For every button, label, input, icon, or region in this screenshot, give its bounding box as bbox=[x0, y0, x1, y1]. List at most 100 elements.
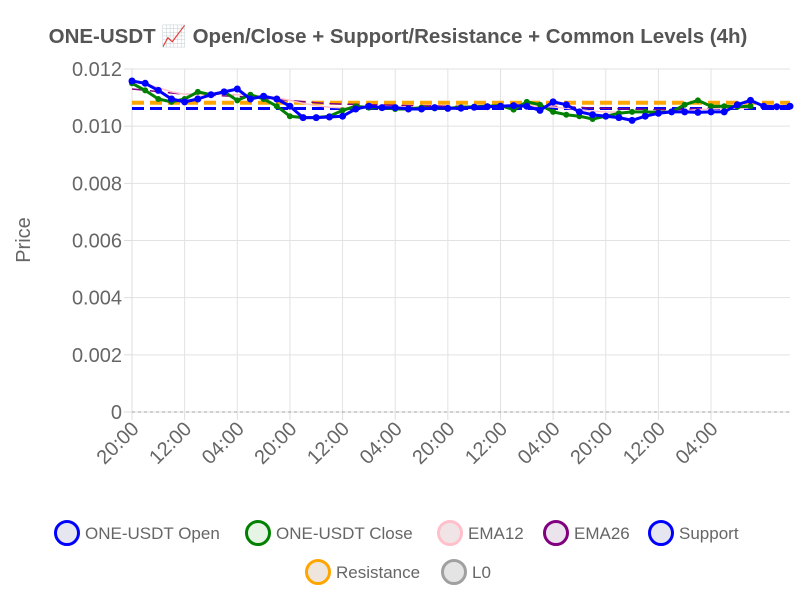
open-price-point bbox=[246, 95, 254, 103]
open-price-point bbox=[312, 114, 320, 122]
open-price-point bbox=[654, 109, 662, 117]
legend-label: L0 bbox=[472, 563, 491, 582]
y-tick-label: 0.002 bbox=[72, 345, 122, 367]
legend-swatch bbox=[305, 559, 331, 585]
ema26-line bbox=[131, 88, 751, 111]
close-price-point bbox=[563, 111, 570, 118]
open-price-point bbox=[339, 112, 347, 120]
close-price-point bbox=[681, 101, 688, 108]
open-price-point bbox=[260, 92, 268, 100]
legend-item[interactable]: ONE-USDT Open bbox=[54, 520, 220, 546]
close-price-point bbox=[142, 87, 149, 94]
open-price-point bbox=[181, 98, 189, 106]
y-tick-label: 0.006 bbox=[72, 231, 122, 253]
open-price-point bbox=[457, 104, 465, 112]
open-price-point bbox=[602, 112, 610, 120]
open-price-point bbox=[562, 101, 570, 109]
plot-area bbox=[128, 77, 794, 413]
open-price-point bbox=[418, 105, 425, 113]
open-price-point bbox=[773, 103, 781, 111]
open-price-point bbox=[641, 112, 649, 120]
legend: ONE-USDT Open ONE-USDT Close EMA12 EMA26 Sup… bbox=[54, 520, 739, 585]
close-price-point bbox=[537, 101, 543, 108]
legend-swatch bbox=[648, 520, 674, 546]
legend-item[interactable]: Resistance bbox=[305, 559, 421, 585]
open-price-point bbox=[628, 116, 636, 124]
legend-swatch bbox=[54, 520, 80, 546]
legend-item[interactable]: EMA26 bbox=[543, 520, 630, 546]
y-axis-ticks: 0 0.002 0.004 0.006 0.008 0.010 0.012 bbox=[72, 59, 132, 424]
legend-item[interactable]: EMA12 bbox=[437, 520, 524, 546]
legend-label: EMA12 bbox=[468, 524, 524, 543]
legend-label: Support bbox=[679, 524, 739, 543]
legend-item[interactable]: L0 bbox=[441, 559, 491, 585]
open-price-point bbox=[589, 111, 597, 119]
y-tick-label: 0.008 bbox=[72, 173, 122, 195]
open-price-point bbox=[404, 105, 412, 113]
close-price-point bbox=[721, 103, 728, 110]
close-price-point bbox=[629, 108, 636, 115]
y-tick-label: 0 bbox=[111, 402, 122, 424]
open-price-point bbox=[681, 108, 689, 116]
close-price-point bbox=[708, 103, 714, 110]
open-price-point bbox=[220, 88, 228, 96]
x-tick-label: 20:00 bbox=[93, 418, 144, 469]
open-price-point bbox=[286, 102, 294, 110]
x-tick-label: 04:00 bbox=[514, 418, 565, 469]
open-price-point bbox=[233, 85, 241, 93]
open-price-point bbox=[378, 104, 386, 112]
close-price-point bbox=[286, 113, 293, 120]
legend-swatch bbox=[245, 520, 271, 546]
x-tick-label: 20:00 bbox=[250, 418, 301, 469]
open-price-point bbox=[786, 102, 794, 110]
open-price-point bbox=[128, 77, 136, 85]
legend-item[interactable]: Support bbox=[648, 520, 739, 546]
close-price-point bbox=[234, 97, 241, 104]
legend-label: ONE-USDT Close bbox=[276, 524, 413, 543]
x-tick-label: 12:00 bbox=[619, 418, 670, 469]
open-price-point bbox=[483, 103, 491, 111]
open-price-point bbox=[207, 91, 215, 99]
open-price-point bbox=[707, 108, 715, 116]
close-price-point bbox=[273, 103, 280, 110]
x-tick-label: 12:00 bbox=[461, 418, 512, 469]
x-tick-label: 12:00 bbox=[303, 418, 354, 469]
open-price-line bbox=[131, 79, 791, 122]
y-tick-label: 0.012 bbox=[72, 59, 122, 81]
open-price-point bbox=[365, 102, 373, 110]
close-price-point bbox=[550, 108, 557, 115]
open-price-point bbox=[694, 108, 702, 116]
open-price-point bbox=[668, 108, 676, 116]
close-price-point bbox=[339, 107, 346, 114]
open-price-point bbox=[615, 114, 623, 122]
open-price-point bbox=[470, 103, 478, 111]
open-price-point bbox=[352, 105, 360, 113]
legend-item[interactable]: ONE-USDT Close bbox=[245, 520, 413, 546]
y-tick-label: 0.004 bbox=[72, 288, 122, 310]
y-tick-label: 0.010 bbox=[72, 116, 122, 138]
x-axis-ticks: 20:00 12:00 04:00 20:00 12:00 04:00 20:00 12:00… bbox=[93, 412, 723, 469]
x-tick-label: 20:00 bbox=[408, 418, 459, 469]
y-axis-label: Price bbox=[13, 217, 35, 263]
open-price-point bbox=[760, 102, 768, 110]
close-price-point bbox=[694, 97, 701, 104]
x-tick-label: 12:00 bbox=[145, 418, 196, 469]
open-price-point bbox=[549, 98, 557, 106]
open-price-point bbox=[273, 95, 281, 103]
open-price-point bbox=[523, 102, 531, 110]
open-price-point bbox=[431, 104, 439, 112]
x-tick-label: 20:00 bbox=[566, 418, 617, 469]
open-price-point bbox=[325, 113, 333, 121]
open-price-point bbox=[536, 106, 544, 114]
chart-title: ONE-USDT 📈 Open/Close + Support/Resistan… bbox=[49, 24, 748, 48]
close-price-point bbox=[155, 96, 162, 102]
legend-swatch bbox=[441, 559, 467, 585]
legend-label: EMA26 bbox=[574, 524, 630, 543]
x-tick-label: 04:00 bbox=[672, 418, 723, 469]
open-price-point bbox=[497, 102, 504, 110]
grid bbox=[131, 68, 790, 413]
open-price-point bbox=[154, 86, 162, 94]
legend-swatch bbox=[543, 520, 569, 546]
legend-label: ONE-USDT Open bbox=[85, 524, 220, 543]
